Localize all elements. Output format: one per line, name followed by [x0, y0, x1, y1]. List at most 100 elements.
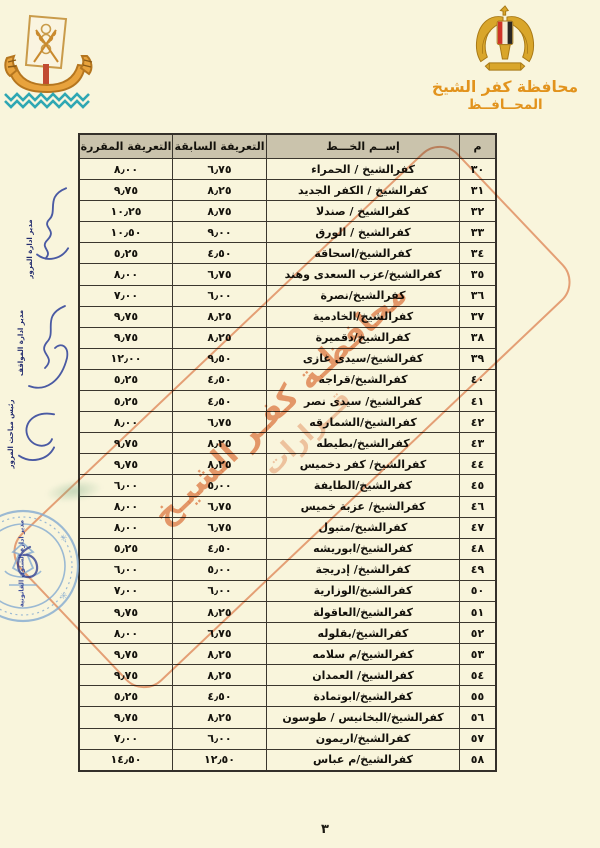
row-number: ٤٤: [459, 453, 497, 476]
row-number: ٥٠: [459, 579, 497, 602]
previous-tariff-cell: ٦٫٧٥: [172, 157, 267, 181]
line-name-cell: كفرالشيخ/الشمارقه: [266, 411, 460, 434]
previous-tariff-cell: ٤٫٥٠: [172, 390, 267, 413]
line-name-cell: كفرالشيخ/الوزارية: [266, 579, 460, 602]
table-row: ٥٥ كفرالشيخ/ابوتمادة ٤٫٥٠ ٥٫٢٥: [78, 685, 497, 708]
previous-tariff-cell: ١٢٫٥٠: [172, 748, 267, 772]
table-row: ٤٣ كفرالشيخ/بطيطه ٨٫٢٥ ٩٫٧٥: [78, 432, 497, 455]
col-header-previous-tariff: التعريفة السابقة: [172, 133, 267, 159]
line-name-cell: كفرالشيخ/م سلامه: [266, 643, 460, 666]
previous-tariff-cell: ٨٫٢٥: [172, 179, 267, 202]
line-name-cell: كفرالشيخ/ابوريشه: [266, 537, 460, 560]
approved-tariff-cell: ٨٫٠٠: [78, 516, 173, 539]
signature-role-traffic-investigations-chief: رئيس مباحث المرور: [7, 399, 15, 469]
table-row: ٣١ كفرالشيخ / الكفر الجديد ٨٫٢٥ ٩٫٧٥: [78, 179, 497, 202]
row-number: ٣١: [459, 179, 497, 202]
approved-tariff-cell: ٧٫٠٠: [78, 727, 173, 750]
table-row: ٤٩ كفرالشيخ/ إدريجة ٥٫٠٠ ٦٫٠٠: [78, 558, 497, 581]
approved-tariff-cell: ٥٫٢٥: [78, 368, 173, 392]
row-number: ٤٩: [459, 558, 497, 581]
previous-tariff-cell: ٦٫٧٥: [172, 411, 267, 434]
row-number: ٣٧: [459, 305, 497, 328]
svg-text:✳: ✳: [60, 534, 68, 544]
row-number: ٤٨: [459, 537, 497, 560]
table-row: ٣٧ كفرالشيخ/الخادمية ٨٫٢٥ ٩٫٧٥: [78, 305, 497, 328]
approved-tariff-cell: ٩٫٧٥: [78, 453, 173, 476]
row-number: ٥٨: [459, 748, 497, 772]
row-number: ٥٤: [459, 664, 497, 687]
row-number: ٣٣: [459, 221, 497, 244]
line-name-cell: كفرالشيخ/بطيطه: [266, 432, 460, 455]
round-official-stamp-icon: ✳✳ ✳✳: [0, 509, 80, 623]
line-name-cell: كفرالشيخ/ كفر دخميس: [266, 453, 460, 476]
handwritten-signature-icon: [18, 412, 56, 461]
previous-tariff-cell: ٨٫٢٥: [172, 453, 267, 476]
table-row: ٣٠ كفرالشيخ / الحمراء ٦٫٧٥ ٨٫٠٠: [78, 157, 497, 181]
line-name-cell: كفرالشيخ/دقميرة: [266, 326, 460, 349]
previous-tariff-cell: ٨٫٢٥: [172, 326, 267, 349]
table-row: ٣٣ كفرالشيخ / الورق ٩٫٠٠ ١٠٫٥٠: [78, 221, 497, 244]
table-row: ٣٨ كفرالشيخ/دقميرة ٨٫٢٥ ٩٫٧٥: [78, 326, 497, 349]
line-name-cell: كفرالشيخ/م عباس: [266, 748, 460, 772]
approved-tariff-cell: ١٤٫٥٠: [78, 748, 173, 772]
governor-subtitle: المحــافــظ: [467, 97, 543, 113]
approved-tariff-cell: ٨٫٠٠: [78, 263, 173, 286]
table-row: ٥٢ كفرالشيخ/بقلوله ٦٫٧٥ ٨٫٠٠: [78, 622, 497, 645]
approved-tariff-cell: ٥٫٢٥: [78, 685, 173, 708]
line-name-cell: كفرالشيخ/اسحاقة: [266, 242, 460, 265]
previous-tariff-cell: ٨٫٢٥: [172, 305, 267, 328]
approved-tariff-cell: ٩٫٧٥: [78, 326, 173, 349]
approved-tariff-cell: ٩٫٧٥: [78, 706, 173, 729]
line-name-cell: كفرالشيخ/ العمدان: [266, 664, 460, 687]
col-header-number: م: [459, 133, 497, 159]
previous-tariff-cell: ٤٫٥٠: [172, 685, 267, 708]
page-number: ٣: [321, 822, 329, 837]
line-name-cell: كفرالشيخ/متبول: [266, 516, 460, 539]
approved-tariff-cell: ٥٫٢٥: [78, 537, 173, 560]
table-row: ٤٢ كفرالشيخ/الشمارقه ٦٫٧٥ ٨٫٠٠: [78, 411, 497, 434]
line-name-cell: كفرالشيخ/بقلوله: [266, 622, 460, 645]
line-name-cell: كفرالشيخ/العاقولة: [266, 600, 460, 624]
approved-tariff-cell: ١٠٫٢٥: [78, 200, 173, 223]
row-number: ٥٣: [459, 643, 497, 666]
previous-tariff-cell: ٨٫٧٥: [172, 200, 267, 223]
line-name-cell: كفرالشيخ / الورق: [266, 221, 460, 244]
previous-tariff-cell: ٨٫٢٥: [172, 600, 267, 624]
table-row: ٣٢ كفرالشيخ / صندلا ٨٫٧٥ ١٠٫٢٥: [78, 200, 497, 223]
row-number: ٣٤: [459, 242, 497, 265]
line-name-cell: كفرالشيخ / صندلا: [266, 200, 460, 223]
row-number: ٥١: [459, 600, 497, 624]
previous-tariff-cell: ٦٫٧٥: [172, 622, 267, 645]
previous-tariff-cell: ٥٫٠٠: [172, 558, 267, 581]
approved-tariff-cell: ٥٫٢٥: [78, 242, 173, 265]
line-name-cell: كفرالشيخ / الكفر الجديد: [266, 179, 460, 202]
row-number: ٤٠: [459, 368, 497, 392]
approved-tariff-cell: ١٢٫٠٠: [78, 347, 173, 370]
previous-tariff-cell: ٨٫٢٥: [172, 706, 267, 729]
svg-text:✳: ✳: [60, 592, 68, 602]
row-number: ٣٨: [459, 326, 497, 349]
table-row: ٣٦ كفرالشيخ/نصرة ٦٫٠٠ ٧٫٠٠: [78, 284, 497, 307]
pharaonic-boat-logo-icon: [4, 14, 93, 109]
row-number: ٥٢: [459, 622, 497, 645]
line-name-cell: كفرالشيخ/ابوتمادة: [266, 685, 460, 708]
table-row: ٥٠ كفرالشيخ/الوزارية ٦٫٠٠ ٧٫٠٠: [78, 579, 497, 602]
approved-tariff-cell: ٦٫٠٠: [78, 558, 173, 581]
line-name-cell: كفرالشيخ/اريمون: [266, 727, 460, 750]
table-row: ٥٤ كفرالشيخ/ العمدان ٨٫٢٥ ٩٫٧٥: [78, 664, 497, 687]
tariff-table-header: م إســم الخـــط التعريفة السابقة التعريف…: [78, 133, 497, 159]
table-row: ٥٧ كفرالشيخ/اريمون ٦٫٠٠ ٧٫٠٠: [78, 727, 497, 750]
previous-tariff-cell: ٩٫٠٠: [172, 221, 267, 244]
previous-tariff-cell: ٦٫٧٥: [172, 516, 267, 539]
table-row: ٤٨ كفرالشيخ/ابوريشه ٤٫٥٠ ٥٫٢٥: [78, 537, 497, 560]
approved-tariff-cell: ٩٫٧٥: [78, 600, 173, 624]
row-number: ٥٥: [459, 685, 497, 708]
previous-tariff-cell: ٦٫٧٥: [172, 263, 267, 286]
col-header-line-name: إســم الخـــط: [266, 133, 460, 159]
previous-tariff-cell: ٦٫٠٠: [172, 579, 267, 602]
approved-tariff-cell: ٨٫٠٠: [78, 495, 173, 518]
letterhead: محافظة كفر الشيخ المحــافــظ: [425, 4, 585, 113]
previous-tariff-cell: ٤٫٥٠: [172, 242, 267, 265]
table-row: ٥٦ كفرالشيخ/البخانيس / طوسون ٨٫٢٥ ٩٫٧٥: [78, 706, 497, 729]
row-number: ٤٥: [459, 474, 497, 497]
